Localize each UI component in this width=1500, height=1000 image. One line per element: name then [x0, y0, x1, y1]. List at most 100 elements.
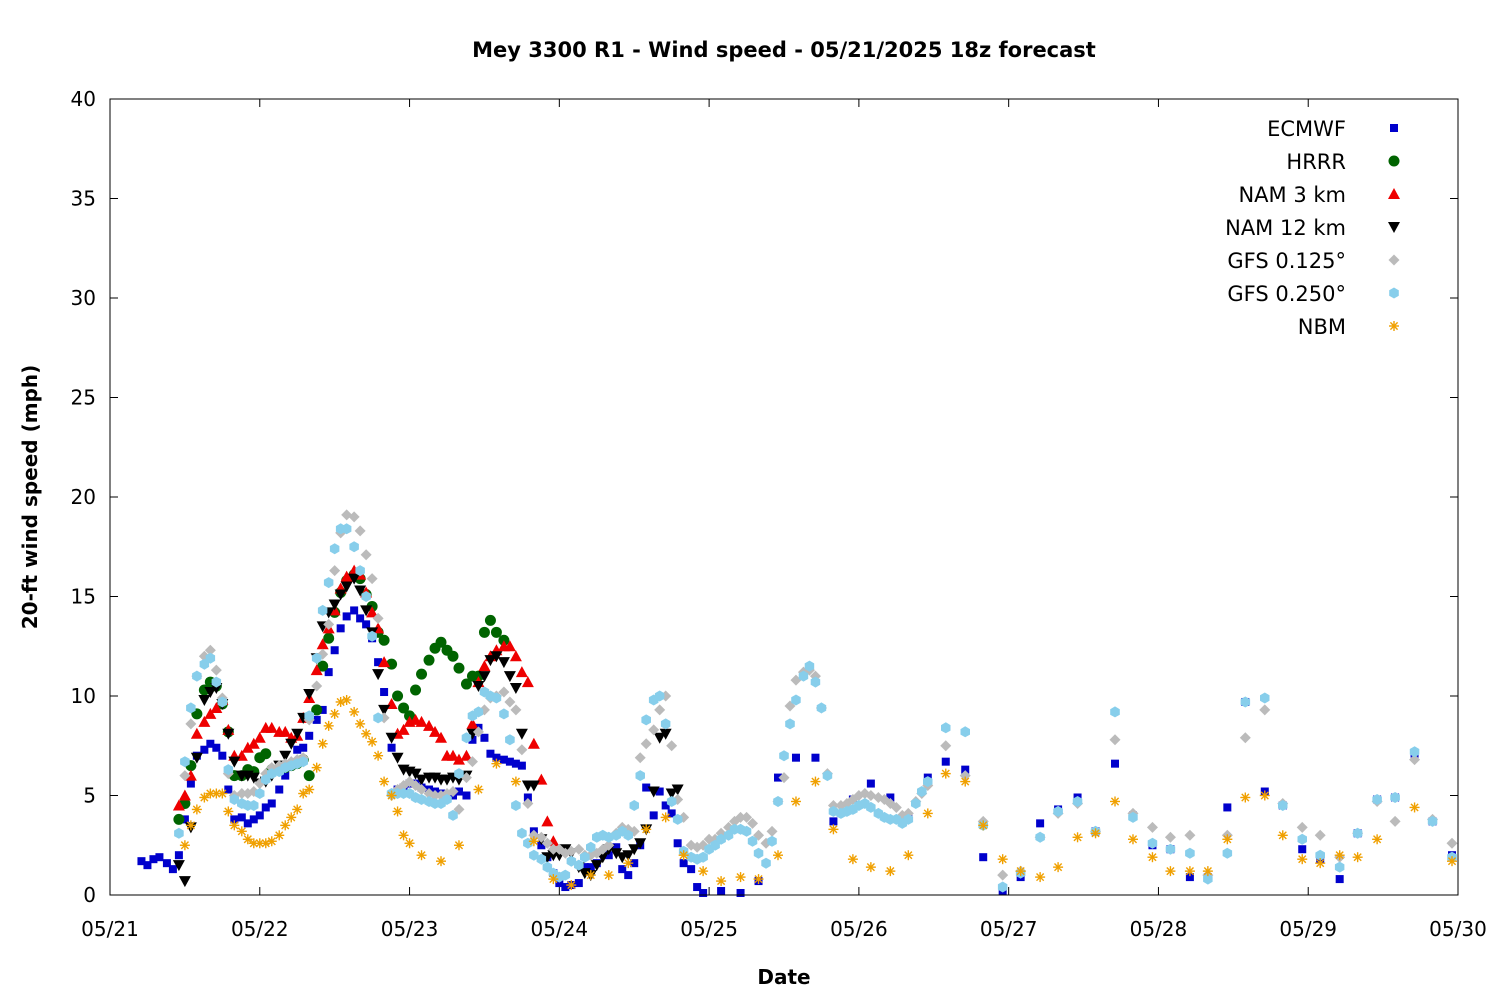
data-point-gfs-0-250 [767, 835, 777, 847]
data-point-gfs-0-250 [1035, 831, 1045, 843]
data-point-nbm [1202, 866, 1213, 877]
data-point-gfs-0-250 [349, 541, 359, 553]
data-point-nbm [292, 804, 303, 815]
data-point-ecmwf [237, 813, 246, 822]
data-point-ecmwf [299, 743, 308, 752]
data-point-gfs-0-125 [778, 772, 790, 784]
data-point-nam-12-km [190, 752, 203, 764]
data-point-gfs-0-250 [1165, 843, 1176, 855]
data-point-nbm [885, 866, 896, 877]
y-tick-label: 10 [71, 684, 96, 708]
data-point-ecmwf [505, 757, 514, 766]
data-point-nbm [1259, 790, 1270, 801]
data-point-gfs-0-250 [298, 756, 308, 768]
x-tick-label: 05/28 [1130, 917, 1188, 941]
data-point-ecmwf [330, 646, 339, 655]
data-point-hrrr [416, 668, 428, 680]
data-point-ecmwf [655, 787, 664, 796]
data-point-ecmwf [380, 688, 389, 697]
data-point-gfs-0-125 [447, 786, 459, 798]
data-point-nam-3-km [178, 789, 191, 801]
data-point-gfs-0-250 [367, 630, 377, 642]
data-point-nbm [790, 796, 801, 807]
data-point-nam-12-km [497, 657, 510, 669]
data-point-gfs-0-250 [828, 805, 839, 817]
y-tick-label: 5 [83, 784, 96, 808]
data-point-nam-12-km [285, 738, 298, 750]
data-point-ecmwf [829, 817, 838, 826]
data-point-ecmwf [736, 889, 745, 898]
data-point-nbm [566, 880, 577, 891]
data-point-ecmwf [649, 811, 658, 820]
data-point-nbm [199, 792, 210, 803]
data-point-gfs-0-125 [1389, 815, 1401, 827]
data-point-nbm [491, 758, 502, 769]
y-tick-label: 25 [71, 386, 96, 410]
data-point-gfs-0-125 [360, 549, 372, 561]
data-point-nam-12-km [509, 683, 522, 695]
data-point-ecmwf [979, 853, 988, 862]
data-point-nam-12-km [348, 573, 361, 585]
data-point-hrrr [478, 626, 490, 638]
data-point-ecmwf [255, 811, 264, 820]
data-point-ecmwf [511, 759, 520, 768]
data-point-nam-12-km [378, 704, 391, 716]
data-point-gfs-0-250 [229, 794, 240, 805]
y-axis-label: 20-ft wind speed (mph) [18, 365, 42, 630]
data-point-gfs-0-250 [473, 706, 484, 718]
data-point-gfs-0-250 [317, 604, 328, 616]
data-point-gfs-0-250 [1185, 847, 1195, 859]
data-point-gfs-0-250 [1240, 696, 1251, 708]
data-point-gfs-0-250 [373, 712, 383, 724]
data-point-gfs-0-125 [1446, 837, 1458, 849]
data-point-nbm [865, 862, 876, 873]
data-point-nam-12-km [503, 671, 516, 683]
data-point-nam-3-km [527, 737, 540, 749]
data-point-nbm [248, 838, 259, 849]
data-point-gfs-0-250 [517, 827, 527, 839]
data-point-gfs-0-250 [454, 768, 464, 780]
data-point-nam-3-km [198, 715, 211, 727]
data-point-nam-3-km [190, 727, 203, 739]
data-point-nam-12-km [279, 750, 292, 762]
data-point-nbm [1035, 872, 1046, 883]
data-point-nbm [660, 812, 671, 823]
data-point-nam-12-km [484, 655, 497, 667]
data-point-ecmwf [155, 853, 164, 862]
data-point-gfs-0-125 [890, 801, 902, 813]
data-point-hrrr [392, 690, 404, 702]
data-point-ecmwf [555, 879, 564, 888]
data-point-ecmwf [961, 765, 970, 774]
data-point-nbm [355, 718, 366, 729]
data-point-ecmwf [350, 606, 359, 615]
data-point-nbm [386, 790, 397, 801]
data-point-nbm [960, 776, 971, 787]
data-point-ecmwf [387, 743, 396, 752]
data-point-gfs-0-250 [791, 694, 801, 706]
legend: ECMWF HRRR NAM 3 km NAM 12 km GFS 0.125° GFS … [1225, 117, 1400, 339]
data-point-nam-12-km [671, 784, 684, 796]
data-point-gfs-0-125 [1409, 754, 1421, 766]
data-point-hrrr [317, 660, 329, 672]
x-tick-label: 05/23 [381, 917, 439, 941]
data-point-gfs-0-250 [654, 690, 665, 702]
data-point-nam-12-km [172, 860, 185, 872]
data-point-ecmwf [374, 658, 383, 667]
y-tick-label: 0 [83, 883, 96, 907]
data-point-nbm [223, 806, 234, 817]
data-point-gfs-0-250 [623, 829, 633, 841]
data-point-gfs-0-125 [1296, 821, 1308, 833]
data-point-ecmwf [1223, 803, 1232, 812]
data-point-gfs-0-125 [1184, 829, 1196, 841]
data-point-ecmwf [580, 863, 589, 872]
data-point-gfs-0-250 [660, 718, 671, 730]
data-point-gfs-0-125 [329, 565, 341, 577]
data-point-gfs-0-250 [822, 770, 833, 782]
data-point-ecmwf [774, 773, 783, 782]
data-point-nam-3-km [340, 570, 353, 582]
data-point-nam-12-km [527, 780, 540, 792]
data-point-gfs-0-125 [648, 724, 660, 736]
data-point-nam-12-km [354, 585, 367, 597]
data-point-nbm [1147, 852, 1158, 863]
